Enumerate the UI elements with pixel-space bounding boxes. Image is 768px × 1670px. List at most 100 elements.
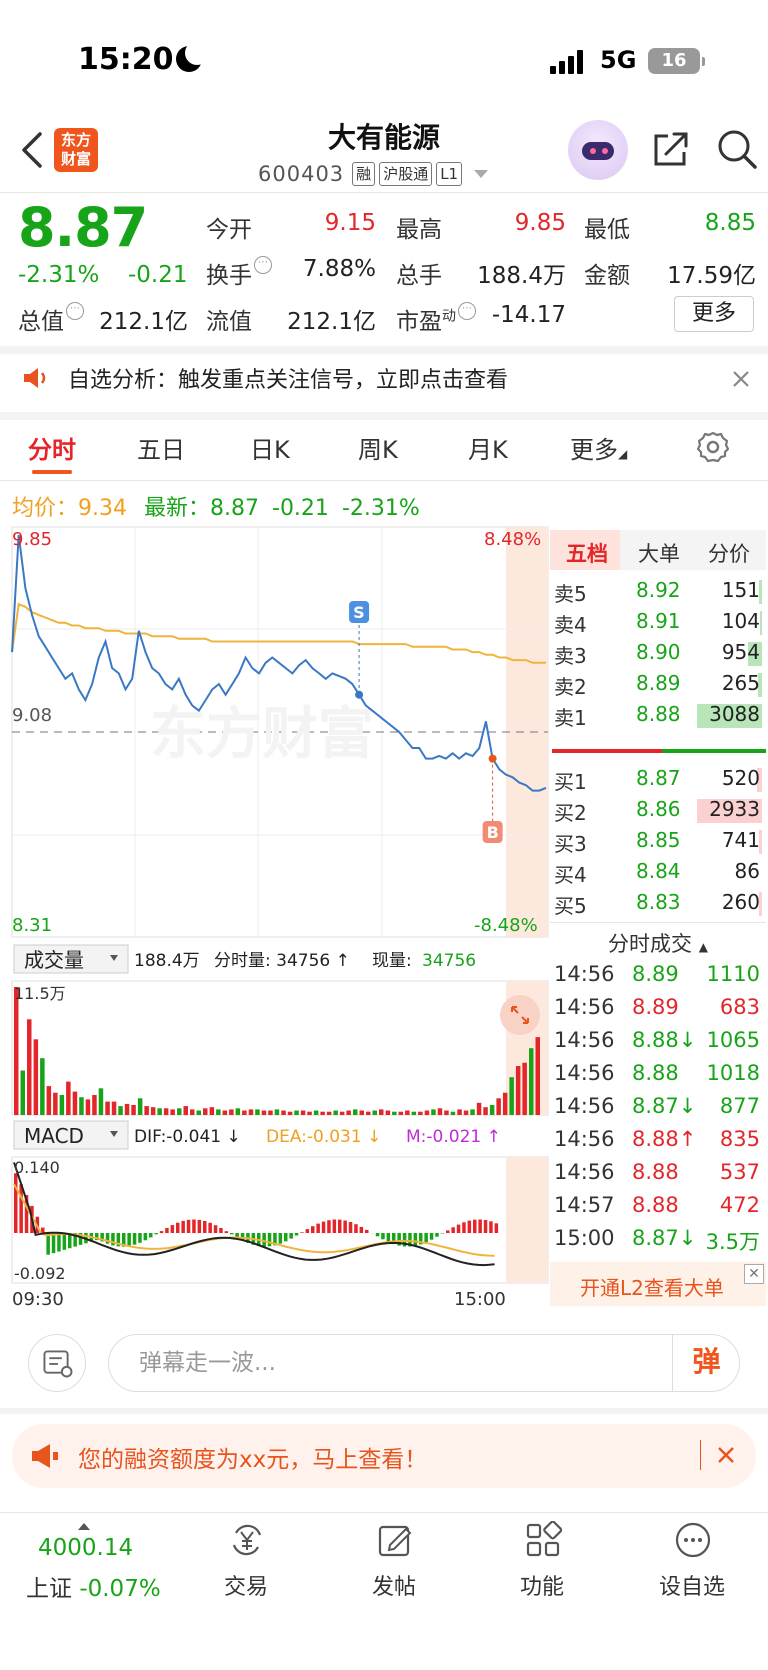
macd-bar	[68, 1233, 72, 1249]
tab-daily-k[interactable]: 日K	[250, 436, 290, 464]
macd-bar	[386, 1233, 391, 1242]
tab-price-distribution[interactable]: 分价	[708, 542, 750, 566]
macd-bar	[451, 1227, 455, 1233]
stock-code: 600403	[258, 162, 345, 186]
level-volume: 260	[721, 890, 760, 914]
danmu-send-button[interactable]: 弹	[672, 1334, 740, 1392]
volume-bar	[216, 1109, 221, 1115]
macd-bar	[278, 1233, 283, 1244]
macd-bar	[219, 1228, 223, 1233]
sell-level-2[interactable]: 卖4 8.91 104	[550, 609, 766, 637]
macd-bar	[186, 1219, 191, 1233]
sell-level-1[interactable]: 卖5 8.92 151	[550, 578, 766, 606]
promo-text[interactable]: 您的融资额度为xx元，马上查看！	[78, 1447, 428, 1473]
sell-level-3[interactable]: 卖3 8.90 954	[550, 640, 766, 668]
level-price: 8.85	[636, 828, 681, 852]
close-icon[interactable]: ✕	[744, 1264, 764, 1284]
info-icon[interactable]: ⋯	[458, 302, 476, 320]
trade-price: 8.88	[632, 1160, 679, 1184]
macd-bar	[57, 1233, 61, 1252]
volume-bar	[66, 1081, 71, 1115]
amount-label: 金额	[584, 263, 630, 289]
search-icon[interactable]	[716, 128, 758, 170]
level-label: 卖4	[554, 613, 587, 637]
info-icon[interactable]: ⋯	[66, 302, 84, 320]
volume-now-label: 现量:	[372, 951, 412, 971]
buy-level-3[interactable]: 买3 8.85 741	[550, 828, 766, 856]
promo-banner[interactable]	[12, 1424, 756, 1488]
macd-bar	[230, 1233, 234, 1235]
macd-bar	[159, 1231, 164, 1234]
chevron-up-icon[interactable]	[78, 1523, 90, 1530]
volume-bar	[300, 1110, 306, 1115]
danmu-input[interactable]: 弹幕走一波...	[108, 1334, 740, 1392]
macd-bar	[365, 1229, 369, 1233]
volume-bar	[437, 1108, 443, 1115]
volume-bar	[431, 1109, 436, 1115]
volume-bar	[118, 1106, 123, 1115]
macd-bar	[456, 1224, 461, 1234]
tab-five-levels[interactable]: 五档	[566, 542, 608, 566]
close-icon[interactable]	[716, 1445, 736, 1465]
notice-text[interactable]: 自选分析：触发重点关注信号，立即点击查看	[68, 368, 509, 393]
tab-more[interactable]: 更多◢	[570, 436, 628, 464]
level-price: 8.91	[636, 609, 681, 633]
index-value[interactable]: 4000.14	[38, 1535, 134, 1561]
volume-bar	[483, 1107, 488, 1115]
macd-bar	[78, 1233, 83, 1245]
volume-bar	[33, 1039, 39, 1115]
level-price: 8.84	[636, 859, 681, 883]
info-icon[interactable]: ⋯	[254, 256, 272, 274]
more-button[interactable]: 更多	[674, 296, 754, 332]
buy-level-4[interactable]: 买4 8.84 86	[550, 859, 766, 887]
stock-code-row[interactable]: 600403 融 沪股通 L1	[258, 160, 489, 188]
macd-bar	[203, 1221, 207, 1233]
assistant-avatar[interactable]	[568, 120, 628, 180]
volume-label: 总手	[396, 263, 442, 289]
sell-level-5[interactable]: 卖1 8.88 3088	[550, 702, 766, 730]
share-icon[interactable]	[650, 128, 692, 170]
high-value: 9.85	[514, 210, 566, 236]
back-arrow-icon[interactable]	[16, 130, 52, 170]
danmu-toggle-icon[interactable]	[28, 1334, 86, 1392]
app-logo[interactable]: 东方 财富	[54, 128, 98, 172]
macd-bar	[154, 1233, 158, 1235]
volume-bar	[476, 1102, 482, 1115]
sell-level-4[interactable]: 卖2 8.89 265	[550, 671, 766, 699]
macd-bar	[316, 1223, 320, 1233]
volume-bar	[313, 1110, 319, 1115]
l2-upgrade-link[interactable]: 开通L2查看大单	[580, 1276, 724, 1300]
time-axis-end: 15:00	[454, 1289, 506, 1310]
tab-large-orders[interactable]: 大单	[638, 542, 680, 566]
macd-bar	[122, 1233, 126, 1247]
volume-now-value: 34756	[422, 951, 476, 971]
close-icon[interactable]	[730, 368, 752, 390]
level-price: 8.83	[636, 890, 681, 914]
buy-level-1[interactable]: 买1 8.87 520	[550, 766, 766, 794]
chevron-down-icon[interactable]	[474, 170, 489, 178]
intraday-chart[interactable]: 东方财富SB 9.859.088.318.48%-8.48%成交量 188.4万分…	[0, 525, 768, 1315]
signal-icon	[550, 50, 586, 74]
trades-title[interactable]: 分时成交 ▲	[608, 932, 708, 956]
change-percent: -2.31%	[18, 262, 100, 288]
macd-bar	[375, 1233, 380, 1237]
tab-weekly-k[interactable]: 周K	[358, 436, 398, 464]
index-summary[interactable]: 上证 -0.07%	[26, 1576, 161, 1602]
volume-selector-label: 成交量	[24, 948, 84, 972]
tab-monthly-k[interactable]: 月K	[468, 436, 508, 464]
macd-bar	[132, 1233, 137, 1245]
macd-bar	[478, 1219, 482, 1234]
trade-time: 14:56	[554, 995, 615, 1019]
buy-level-5[interactable]: 买5 8.83 260	[550, 890, 766, 918]
gear-icon[interactable]	[696, 430, 730, 464]
volume-bar	[411, 1111, 417, 1115]
tab-5day[interactable]: 五日	[137, 436, 185, 464]
volume-bar	[450, 1111, 456, 1115]
macd-bar	[143, 1233, 148, 1241]
volume-bar	[509, 1077, 514, 1115]
depth-bar	[759, 892, 762, 916]
tab-intraday[interactable]: 分时	[28, 436, 76, 464]
macd-bar	[284, 1233, 288, 1242]
level-label: 卖5	[554, 582, 587, 606]
buy-level-2[interactable]: 买2 8.86 2933	[550, 797, 766, 825]
